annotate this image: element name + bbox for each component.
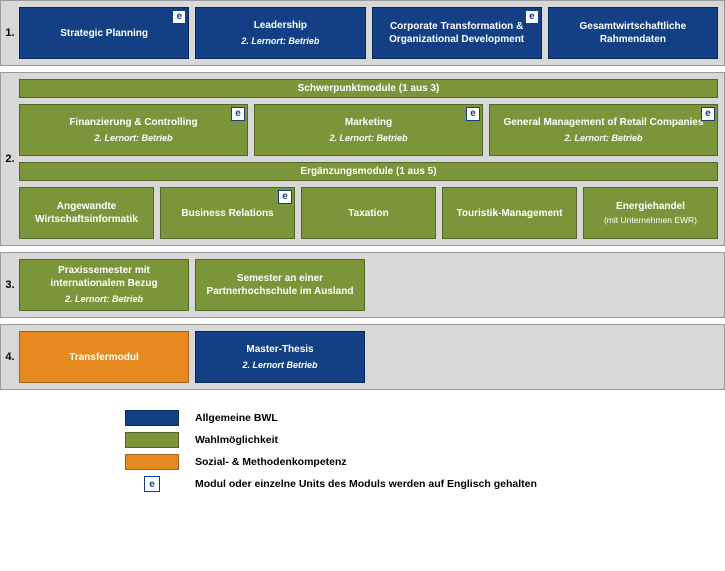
row-number: 4. bbox=[1, 331, 19, 383]
semester-row-2: 2. Schwerpunktmodule (1 aus 3) Finanzier… bbox=[0, 72, 725, 246]
semester-row-4: 4. Transfermodul Master-Thesis 2. Lernort … bbox=[0, 324, 725, 390]
row-body: Praxissemester mit internationalem Bezug… bbox=[19, 259, 718, 311]
module-box: Marketing 2. Lernort: Betrieb e bbox=[254, 104, 483, 156]
module-subtitle: 2. Lernort: Betrieb bbox=[65, 294, 143, 306]
module-title: Business Relations bbox=[181, 207, 273, 220]
legend-swatch bbox=[125, 454, 179, 470]
module-title: General Management of Retail Companies bbox=[503, 116, 703, 129]
module-title: Leadership bbox=[254, 19, 307, 32]
module-box: General Management of Retail Companies 2.… bbox=[489, 104, 718, 156]
english-badge: e bbox=[701, 107, 715, 121]
row-body: Strategic Planning e Leadership 2. Lernort:… bbox=[19, 7, 718, 59]
module-title: Energiehandel bbox=[616, 200, 685, 213]
module-title: Angewandte Wirtschaftsinformatik bbox=[26, 200, 147, 226]
module-title: Master-Thesis bbox=[246, 343, 313, 356]
module-box: Semester an einer Partnerhochschule im A… bbox=[195, 259, 365, 311]
english-badge: e bbox=[278, 190, 292, 204]
module-subtitle: 2. Lernort: Betrieb bbox=[241, 36, 319, 48]
legend-row: Sozial- & Methodenkompetenz bbox=[125, 454, 725, 470]
english-badge: e bbox=[172, 10, 186, 24]
module-box: Praxissemester mit internationalem Bezug… bbox=[19, 259, 189, 311]
semester-row-3: 3. Praxissemester mit internationalem Be… bbox=[0, 252, 725, 318]
module-box: Angewandte Wirtschaftsinformatik bbox=[19, 187, 154, 239]
legend-row: e Modul oder einzelne Units des Moduls we… bbox=[125, 476, 725, 492]
module-title: Finanzierung & Controlling bbox=[69, 116, 197, 129]
module-title: Touristik-Management bbox=[457, 207, 563, 220]
legend-row: Wahlmöglichkeit bbox=[125, 432, 725, 448]
english-badge: e bbox=[231, 107, 245, 121]
section-header-schwerpunkt: Schwerpunktmodule (1 aus 3) bbox=[19, 79, 718, 98]
module-subtitle: 2. Lernort: Betrieb bbox=[94, 133, 172, 145]
module-row: Transfermodul Master-Thesis 2. Lernort Bet… bbox=[19, 331, 718, 383]
semester-row-1: 1. Strategic Planning e Leadership 2. Lerno… bbox=[0, 0, 725, 66]
module-box: Master-Thesis 2. Lernort Betrieb bbox=[195, 331, 365, 383]
legend-english-badge: e bbox=[144, 476, 160, 492]
module-subtitle: 2. Lernort: Betrieb bbox=[329, 133, 407, 145]
module-title: Strategic Planning bbox=[60, 27, 148, 40]
module-subtitle: 2. Lernort Betrieb bbox=[242, 360, 317, 372]
module-box: Touristik-Management bbox=[442, 187, 577, 239]
legend-label: Allgemeine BWL bbox=[195, 412, 278, 424]
row-number: 1. bbox=[1, 7, 19, 59]
module-box: Business Relations e bbox=[160, 187, 295, 239]
module-row: Angewandte Wirtschaftsinformatik Business… bbox=[19, 187, 718, 239]
legend-swatch bbox=[125, 432, 179, 448]
section-header-ergaenzung: Ergänzungsmodule (1 aus 5) bbox=[19, 162, 718, 181]
module-box: Gesamtwirtschaftliche Rahmendaten bbox=[548, 7, 718, 59]
module-box: Transfermodul bbox=[19, 331, 189, 383]
module-note: (mit Unternehmen EWR) bbox=[604, 215, 697, 226]
english-badge: e bbox=[525, 10, 539, 24]
module-box: Strategic Planning e bbox=[19, 7, 189, 59]
row-number: 3. bbox=[1, 259, 19, 311]
module-title: Praxissemester mit internationalem Bezug bbox=[26, 264, 182, 290]
module-title: Taxation bbox=[348, 207, 388, 220]
module-box: Taxation bbox=[301, 187, 436, 239]
module-title: Transfermodul bbox=[69, 351, 138, 364]
row-body: Schwerpunktmodule (1 aus 3) Finanzierung… bbox=[19, 79, 718, 239]
module-title: Semester an einer Partnerhochschule im A… bbox=[202, 272, 358, 298]
module-row: Finanzierung & Controlling 2. Lernort: Be… bbox=[19, 104, 718, 156]
module-row: Praxissemester mit internationalem Bezug… bbox=[19, 259, 718, 311]
legend-label: Sozial- & Methodenkompetenz bbox=[195, 456, 347, 468]
module-subtitle: 2. Lernort: Betrieb bbox=[564, 133, 642, 145]
row-number: 2. bbox=[1, 79, 19, 239]
module-row: Strategic Planning e Leadership 2. Lernort:… bbox=[19, 7, 718, 59]
legend: Allgemeine BWL Wahlmöglichkeit Sozial- & M… bbox=[0, 410, 725, 492]
module-title: Corporate Transformation & Organizationa… bbox=[379, 20, 535, 46]
legend-label: Modul oder einzelne Units des Moduls wer… bbox=[195, 478, 537, 490]
module-box: Leadership 2. Lernort: Betrieb bbox=[195, 7, 365, 59]
module-box: Corporate Transformation & Organizationa… bbox=[372, 7, 542, 59]
module-box: Finanzierung & Controlling 2. Lernort: Be… bbox=[19, 104, 248, 156]
module-box: Energiehandel (mit Unternehmen EWR) bbox=[583, 187, 718, 239]
english-badge: e bbox=[466, 107, 480, 121]
legend-label: Wahlmöglichkeit bbox=[195, 434, 278, 446]
legend-swatch bbox=[125, 410, 179, 426]
module-title: Marketing bbox=[345, 116, 392, 129]
legend-row: Allgemeine BWL bbox=[125, 410, 725, 426]
row-body: Transfermodul Master-Thesis 2. Lernort Bet… bbox=[19, 331, 718, 383]
module-title: Gesamtwirtschaftliche Rahmendaten bbox=[555, 20, 711, 46]
